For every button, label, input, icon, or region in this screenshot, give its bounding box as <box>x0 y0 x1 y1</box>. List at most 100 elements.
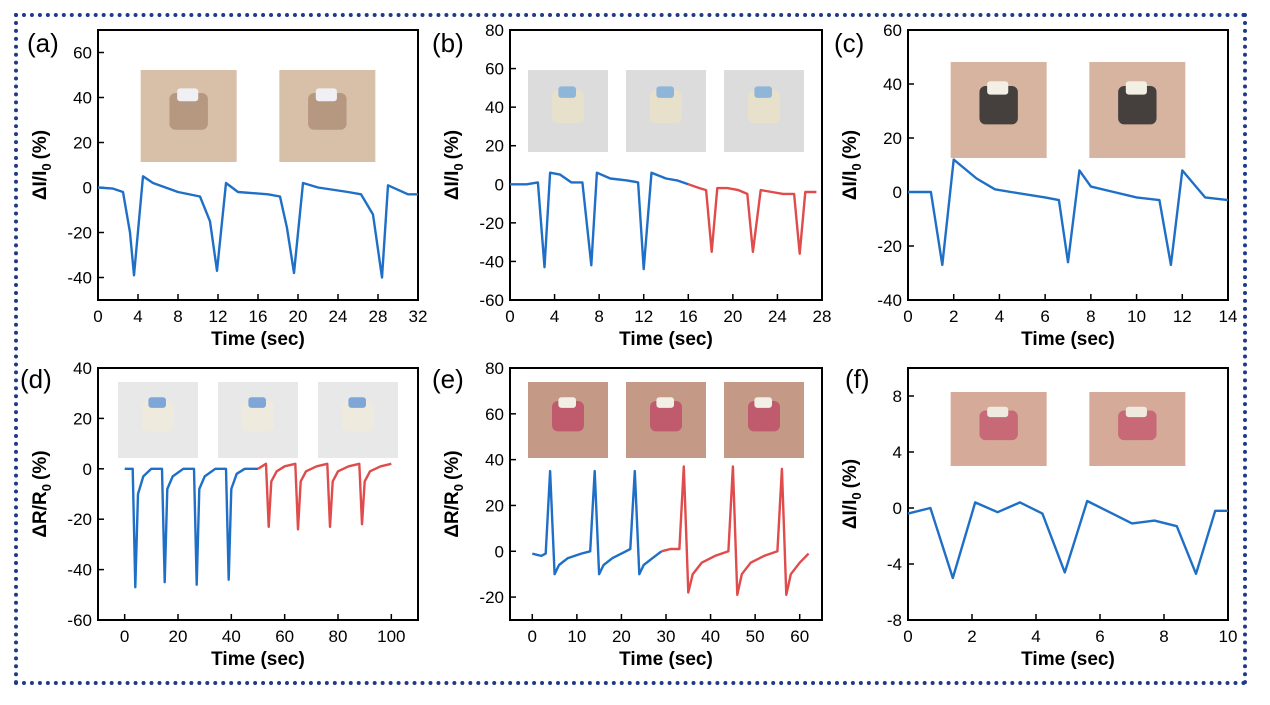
y-tick-label: 0 <box>893 183 902 202</box>
inset-photo-sensor <box>315 88 337 102</box>
y-tick-label: 20 <box>485 137 504 156</box>
chart-panel-1: 0 4 8 12 16 20 24 28 32 -40 -20 0 20 40 60 Time (sec) ΔI… <box>27 28 427 350</box>
series-line-blue <box>907 499 1228 580</box>
inset-photo-subject <box>342 401 374 432</box>
inset-photo-subject <box>650 90 682 124</box>
y-tick-label: 0 <box>495 542 504 561</box>
y-tick-label: 4 <box>893 443 902 462</box>
x-tick-label: 8 <box>1159 627 1168 646</box>
x-axis-title: Time (sec) <box>619 649 713 670</box>
x-tick-label: 6 <box>1040 307 1049 326</box>
y-axis-title-subscript: 0 <box>849 163 864 170</box>
inset-photo-subject <box>552 90 584 124</box>
x-tick-label: 4 <box>995 307 1004 326</box>
inset-photo-sensor <box>1125 81 1147 95</box>
y-axis-title-subscript: 0 <box>39 163 54 170</box>
inset-photo-subject <box>552 401 584 432</box>
y-axis-title-base: ΔI/I <box>30 171 51 201</box>
series-line-blue <box>510 171 689 271</box>
y-axis-title-unit: (%) <box>30 130 51 160</box>
x-tick-label: 60 <box>790 627 809 646</box>
inset-photo-sensor <box>148 397 166 408</box>
y-tick-label: -60 <box>67 611 92 630</box>
inset-photo-sensor <box>656 86 674 98</box>
y-axis-title-subscript: 0 <box>39 484 54 491</box>
y-tick-label: -40 <box>67 269 92 288</box>
x-tick-label: 8 <box>594 307 603 326</box>
y-tick-label: 20 <box>73 409 92 428</box>
inset-photo-sensor <box>348 397 366 408</box>
x-tick-label: 24 <box>329 307 348 326</box>
x-tick-label: 10 <box>1127 307 1146 326</box>
series-line-blue <box>908 158 1229 267</box>
x-tick-label: 10 <box>1219 627 1238 646</box>
inset-photo-subject <box>169 93 208 130</box>
inset-photo-sensor <box>248 397 266 408</box>
series-line-blue <box>97 175 418 279</box>
x-tick-label: 10 <box>567 627 586 646</box>
x-tick-label: 14 <box>1219 307 1238 326</box>
x-tick-label: 6 <box>1095 627 1104 646</box>
x-tick-label: 8 <box>173 307 182 326</box>
x-tick-label: 20 <box>612 627 631 646</box>
y-axis-title-unit: (%) <box>442 450 463 480</box>
panel-label: (f) <box>845 364 870 394</box>
plot-area-frame <box>97 367 419 621</box>
inset-photo-subject <box>142 401 174 432</box>
y-axis-title-unit: (%) <box>840 459 861 489</box>
y-tick-label: -20 <box>67 224 92 243</box>
panel-label: (d) <box>20 364 52 394</box>
y-axis-title: ΔI/I0 (%) <box>30 130 54 200</box>
series-line-red <box>257 462 392 531</box>
x-tick-label: 12 <box>1173 307 1192 326</box>
y-tick-label: -20 <box>479 588 504 607</box>
y-axis-title-unit: (%) <box>30 450 51 480</box>
y-tick-label: -60 <box>479 291 504 310</box>
x-tick-label: 28 <box>369 307 388 326</box>
y-tick-label: -4 <box>887 555 902 574</box>
x-tick-label: 8 <box>1086 307 1095 326</box>
y-tick-label: 40 <box>485 98 504 117</box>
y-axis-title-unit: (%) <box>840 130 861 160</box>
x-tick-label: 0 <box>528 627 537 646</box>
y-axis-title-subscript: 0 <box>451 484 466 491</box>
x-tick-label: 80 <box>329 627 348 646</box>
series-line-blue <box>531 469 663 576</box>
inset-photo-subject <box>979 410 1018 441</box>
inset-photo-subject <box>242 401 274 432</box>
x-tick-label: 20 <box>169 627 188 646</box>
x-axis-title: Time (sec) <box>211 329 305 350</box>
inset-photo-subject <box>308 93 347 130</box>
x-tick-label: 4 <box>550 307 559 326</box>
y-tick-label: 40 <box>485 451 504 470</box>
x-tick-label: 16 <box>249 307 268 326</box>
series-line-blue <box>124 467 258 589</box>
inset-photo-subject <box>748 401 780 432</box>
y-tick-label: -20 <box>67 510 92 529</box>
x-tick-label: 0 <box>903 627 912 646</box>
y-axis-title-base: ΔI/I <box>442 171 463 201</box>
chart-panel-2: 0 4 8 12 16 20 24 28 -60 -40 -20 0 20 40 60 80 Time (sec… <box>432 21 831 350</box>
x-axis-title: Time (sec) <box>619 329 713 350</box>
x-tick-label: 40 <box>222 627 241 646</box>
y-axis-title-base: ΔI/I <box>840 171 861 201</box>
series-line-red <box>661 465 810 596</box>
y-axis-title-unit: (%) <box>442 130 463 160</box>
y-axis-title: ΔR/R0 (%) <box>30 450 54 537</box>
x-tick-label: 20 <box>723 307 742 326</box>
y-tick-label: 0 <box>83 179 92 198</box>
y-tick-label: 20 <box>73 134 92 153</box>
y-tick-label: -40 <box>67 561 92 580</box>
inset-photo-subject <box>1118 410 1157 441</box>
plot-area-frame <box>509 29 823 301</box>
y-axis-title-base: ΔI/I <box>840 500 861 530</box>
x-tick-label: 2 <box>967 627 976 646</box>
x-tick-label: 30 <box>657 627 676 646</box>
panel-label: (a) <box>27 28 59 58</box>
y-tick-label: 0 <box>893 499 902 518</box>
inset-photo-sensor <box>754 397 772 408</box>
y-tick-label: 20 <box>485 496 504 515</box>
x-tick-label: 50 <box>746 627 765 646</box>
x-axis-title: Time (sec) <box>211 649 305 670</box>
x-tick-label: 28 <box>813 307 832 326</box>
